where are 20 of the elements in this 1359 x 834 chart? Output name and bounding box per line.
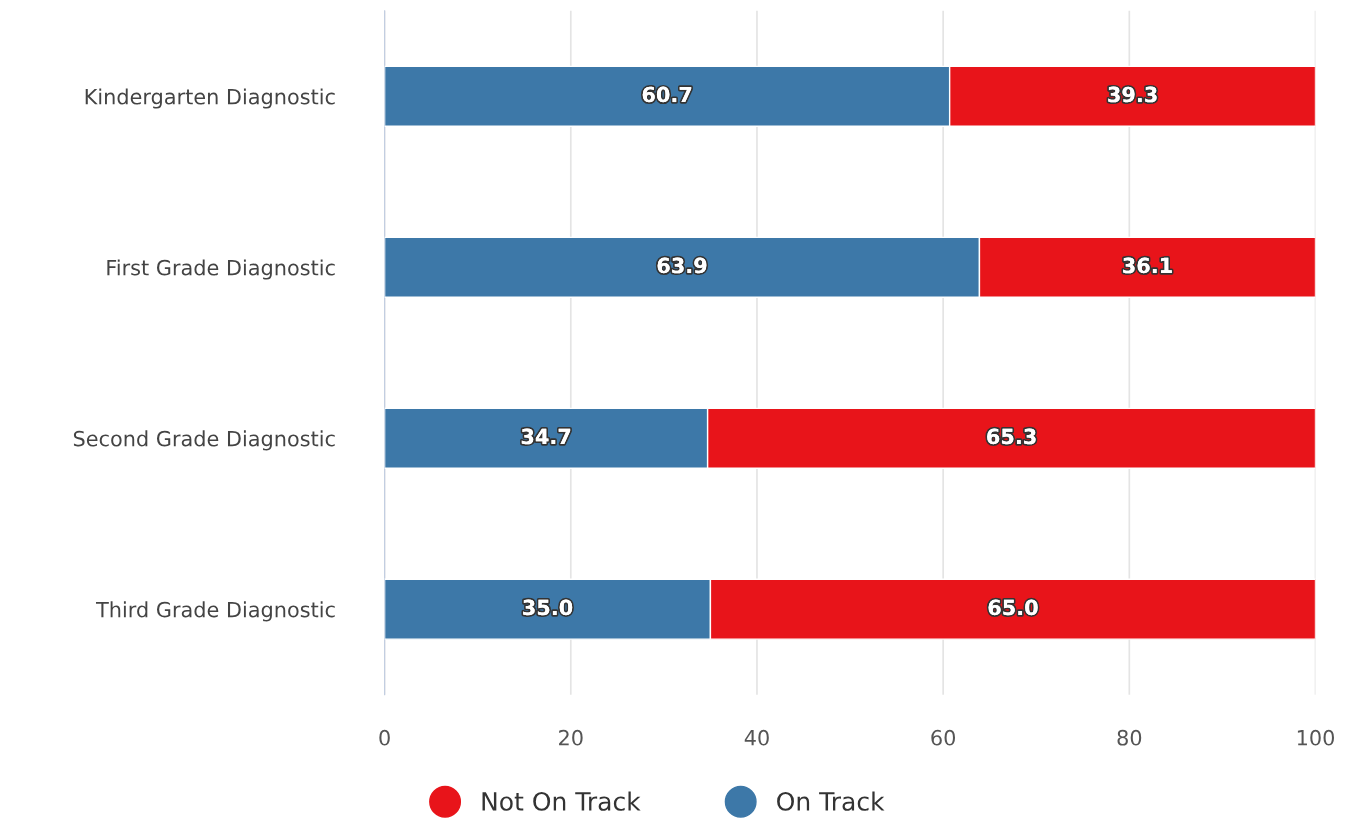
data-label: 35.0 <box>523 599 573 616</box>
x-tick-label: 40 <box>744 729 769 746</box>
y-tick-label: Kindergarten Diagnostic <box>85 88 335 109</box>
data-label: 60.7 <box>642 86 692 103</box>
data-label: 65.3 <box>987 428 1036 445</box>
data-label: 65.0 <box>988 599 1038 616</box>
data-label: 34.7 <box>521 428 571 445</box>
legend-label: Not On Track <box>482 791 641 811</box>
y-tick-label: First Grade Diagnostic <box>107 259 335 280</box>
data-label: 39.3 <box>1108 86 1157 103</box>
data-label: 36.1 <box>1123 257 1172 274</box>
y-tick-label: Third Grade Diagnostic <box>95 601 335 622</box>
x-tick-label: 0 <box>379 729 390 746</box>
data-label: 63.9 <box>657 257 707 274</box>
x-tick-label: 60 <box>931 729 956 746</box>
x-tick-label: 80 <box>1117 729 1142 746</box>
y-tick-label: Second Grade Diagnostic <box>73 430 335 451</box>
x-tick-label: 20 <box>559 729 583 746</box>
x-tick-label: 100 <box>1297 729 1335 746</box>
legend-label: On Track <box>777 791 885 811</box>
